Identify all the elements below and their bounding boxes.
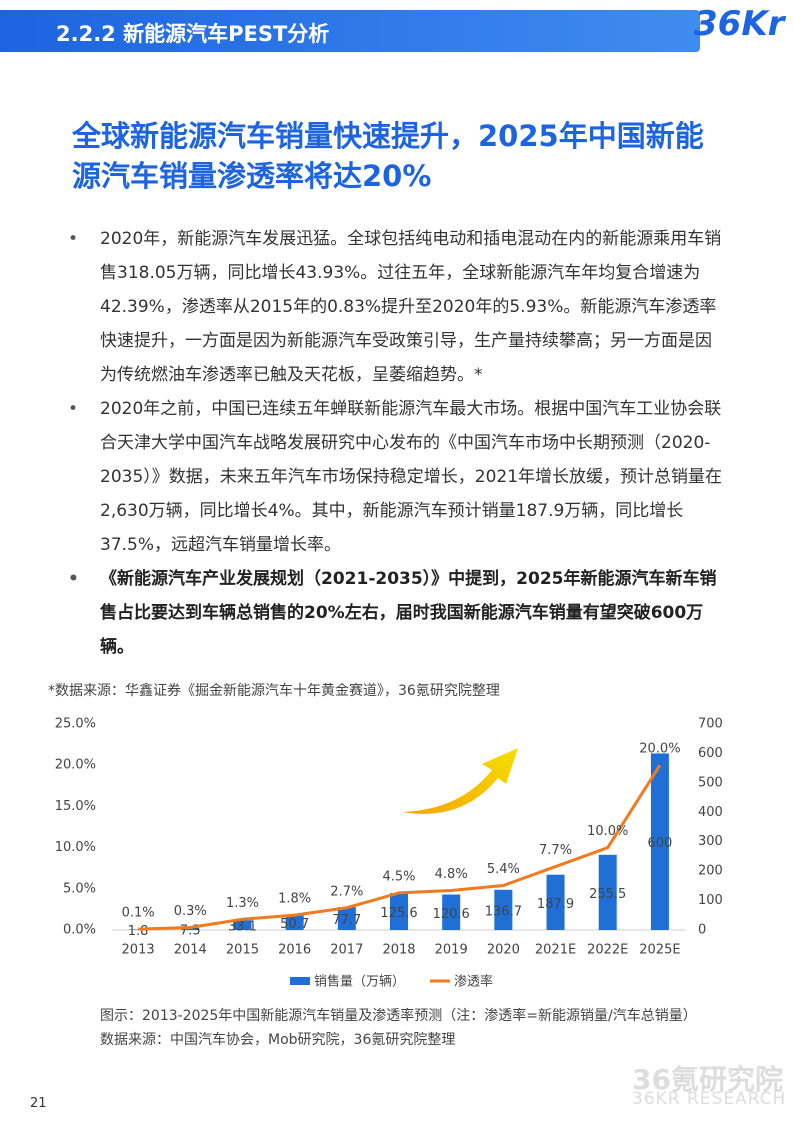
bullet: 2020年，新能源汽车发展迅猛。全球包括纯电动和插电混动在内的新能源乘用车销售3… (66, 222, 728, 392)
line-label: 10.0% (587, 824, 628, 839)
chart: 0.0% 5.0% 10.0% 15.0% 20.0% 25.0% 0 100 200 300 40… (55, 717, 723, 990)
y2-tick-label: 100 (698, 893, 723, 908)
x-tick-label: 2021E (535, 943, 576, 958)
y2-tick-label: 600 (698, 746, 723, 761)
line-label: 4.8% (435, 867, 468, 882)
y2-tick-label: 500 (698, 775, 723, 790)
bar (285, 915, 304, 930)
x-tick-label: 2017 (330, 943, 363, 958)
bullet-list: 2020年，新能源汽车发展迅猛。全球包括纯电动和插电混动在内的新能源乘用车销售3… (66, 222, 728, 664)
legend-swatch (290, 977, 310, 985)
y-tick-label: 15.0% (55, 799, 96, 814)
y-tick-label: 20.0% (55, 758, 96, 773)
y2-tick-label: 0 (698, 923, 706, 938)
line-label: 20.0% (639, 742, 680, 757)
bar (390, 893, 408, 930)
y2-tick-label: 400 (698, 805, 723, 820)
bullet: 《新能源汽车产业发展规划（2021-2035）》中提到，2025年新能源汽车新车… (66, 562, 728, 664)
bar-label: 50.7 (280, 917, 309, 932)
bar (598, 854, 617, 930)
bar (442, 894, 461, 930)
y-tick-label: 25.0% (55, 717, 96, 732)
title: 全球新能源汽车销量快速提升，2025年中国新能源汽车销量渗透率将达20% (72, 119, 704, 193)
bullet: 2020年之前，中国已连续五年蝉联新能源汽车最大市场。根据中国汽车工业协会联合天… (66, 392, 728, 562)
line-label: 2.7% (330, 884, 363, 899)
watermark: 36氪研究院 (632, 1063, 783, 1096)
bar (233, 920, 252, 930)
x-tick-label: 2018 (382, 943, 415, 958)
y2-tick-label: 200 (698, 864, 723, 879)
bar (546, 874, 565, 930)
bar-label: 125.6 (380, 906, 417, 921)
line-label: 0.1% (122, 906, 155, 921)
bar-label: 77.7 (332, 913, 361, 928)
bar (650, 753, 669, 930)
caption: 图示：2013-2025年中国新能源汽车销量及渗透率预测（注：渗透率=新能源销量… (100, 1008, 697, 1024)
x-tick-label: 2014 (174, 943, 207, 958)
bar (129, 929, 148, 930)
x-tick-label: 2013 (122, 943, 155, 958)
line (138, 764, 662, 931)
x-tick-label: 2016 (278, 943, 311, 958)
section-title: 2.2.2 新能源汽车PEST分析 (56, 22, 330, 46)
bar-label: 255.5 (589, 887, 626, 902)
logo: 36Kr (694, 4, 785, 44)
line-label: 1.3% (226, 896, 259, 911)
bar-label: 1.8 (128, 924, 149, 939)
header-bar: 2.2.2 新能源汽车PEST分析 (0, 10, 700, 52)
line-label: 0.3% (174, 904, 207, 919)
y2-tick-label: 300 (698, 834, 723, 849)
bar (337, 907, 356, 930)
x-tick-label: 2020 (487, 943, 520, 958)
x-tick-label: 2015 (226, 943, 259, 958)
line-label: 5.4% (487, 862, 520, 877)
bar-label: 33.1 (228, 920, 257, 935)
x-tick-label: 2022E (587, 943, 628, 958)
bar (494, 889, 513, 930)
y-tick-label: 0.0% (63, 923, 96, 938)
page-number: 21 (30, 1096, 47, 1111)
x-tick-label: 2019 (435, 943, 468, 958)
y-tick-label: 10.0% (55, 840, 96, 855)
line-label: 4.5% (382, 869, 415, 884)
bar-label: 187.9 (537, 897, 574, 912)
bar-label: 120.6 (433, 907, 470, 922)
x-tick-label: 2025E (639, 943, 680, 958)
legend-label: 销售量（万辆） (314, 974, 405, 990)
y-tick-label: 5.0% (63, 881, 96, 896)
line-label: 1.8% (278, 892, 311, 907)
source-note: *数据来源：华鑫证券《掘金新能源汽车十年黄金赛道》，36氪研究院整理 (48, 683, 500, 699)
legend-label: 渗透率 (454, 974, 493, 990)
caption: 数据来源：中国汽车协会，Mob研究院，36氪研究院整理 (100, 1032, 456, 1048)
bar-label: 136.7 (485, 904, 522, 919)
y2-tick-label: 700 (698, 717, 723, 732)
trend-arrow (402, 748, 518, 814)
bar-label: 600 (647, 836, 672, 851)
line-label: 7.7% (539, 843, 572, 858)
watermark: 36KR RESEARCH (632, 1089, 787, 1109)
